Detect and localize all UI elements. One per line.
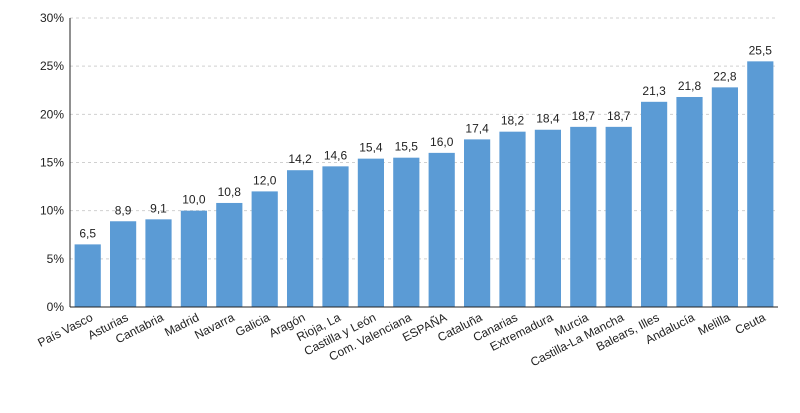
data-label: 18,7: [572, 109, 596, 123]
bar: [570, 126, 597, 308]
x-tick-label: Navarra: [192, 310, 237, 342]
x-tick-label: Melilla: [696, 310, 733, 338]
bar: [251, 191, 278, 307]
bar: [110, 221, 137, 307]
data-label: 18,2: [501, 114, 525, 128]
y-axis: 0% 5% 10% 15% 20% 25% 30%: [40, 11, 71, 314]
data-label: 21,8: [678, 79, 702, 93]
bar: [641, 101, 668, 307]
bar: [357, 158, 384, 307]
data-labels-layer: 6,5 8,9 9,1 10,0 10,8 12,0 14,2 14,6 15,4 15,5 16,…: [79, 43, 772, 240]
grid-layer: [70, 17, 778, 260]
data-label: 10,0: [182, 193, 206, 207]
data-label: 10,8: [218, 185, 242, 199]
bar: [393, 157, 420, 307]
bar: [428, 152, 455, 307]
y-tick-label: 5%: [47, 252, 65, 266]
bar: [180, 210, 207, 307]
data-label: 14,2: [288, 152, 312, 166]
data-label: 18,4: [536, 112, 560, 126]
y-tick-label: 20%: [40, 107, 64, 121]
data-label: 22,8: [713, 69, 737, 83]
bar: [711, 87, 738, 307]
bar: [287, 170, 314, 307]
data-label: 18,7: [607, 109, 631, 123]
bar: [534, 129, 561, 307]
data-label: 16,0: [430, 135, 454, 149]
data-label: 6,5: [79, 226, 96, 240]
x-axis: País VascoAsturiasCantabriaMadridNavarra…: [35, 306, 778, 369]
bar: [605, 126, 632, 308]
y-tick-label: 25%: [40, 59, 64, 73]
data-label: 17,4: [465, 121, 489, 135]
x-tick-label: Ceuta: [733, 310, 768, 337]
x-tick-label: Galicia: [233, 310, 272, 339]
data-label: 9,1: [150, 201, 167, 215]
data-label: 21,3: [642, 84, 666, 98]
data-label: 25,5: [749, 43, 773, 57]
data-label: 15,4: [359, 141, 383, 155]
bar: [216, 202, 243, 307]
data-label: 8,9: [115, 203, 132, 217]
bar: [676, 96, 703, 307]
bar: [74, 244, 101, 307]
y-tick-label: 10%: [40, 204, 64, 218]
bar: [464, 139, 491, 307]
data-label: 15,5: [395, 140, 419, 154]
y-tick-label: 0%: [47, 300, 65, 314]
bar: [499, 131, 526, 307]
bar: [747, 61, 774, 307]
data-label: 14,6: [324, 148, 348, 162]
data-label: 12,0: [253, 173, 277, 187]
y-tick-label: 30%: [40, 11, 64, 25]
bar: [322, 166, 349, 307]
y-tick-label: 15%: [40, 156, 64, 170]
bar: [145, 219, 172, 307]
bars-layer: [74, 61, 774, 308]
